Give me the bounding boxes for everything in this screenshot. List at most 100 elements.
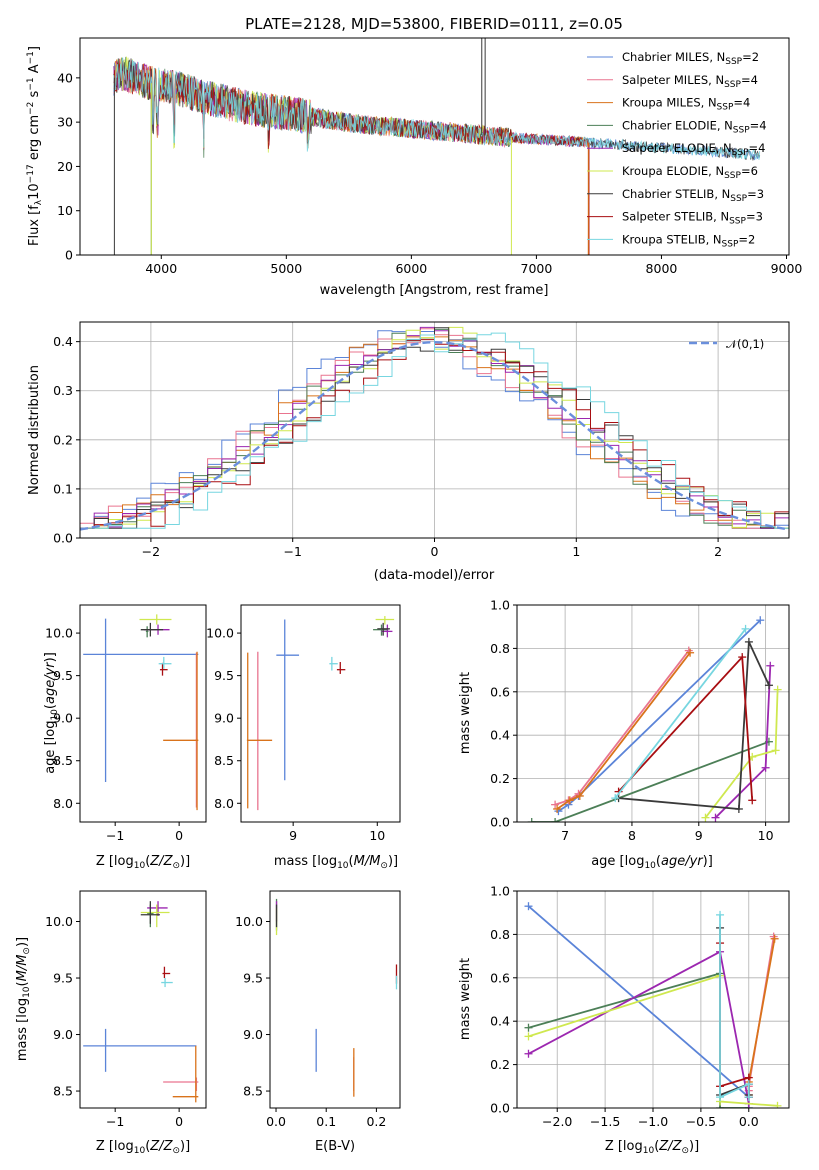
axes-frame <box>516 604 790 823</box>
weight-line-3 <box>747 938 776 1095</box>
y-tick-label: 0.1 <box>53 481 73 496</box>
weight-line-1 <box>527 905 750 1108</box>
figure-title: PLATE=2128, MJD=53800, FIBERID=0111, z=0… <box>245 15 623 33</box>
y-tick-label: 8.5 <box>243 1084 263 1099</box>
y-tick-label: 9.5 <box>53 668 73 683</box>
x-tick-label: −1 <box>283 544 301 559</box>
x-tick-label: 7 <box>561 828 569 843</box>
weight-line-7 <box>618 641 770 810</box>
spectrum-line-9 <box>113 57 761 160</box>
axes-frame <box>79 604 207 823</box>
axes-frame <box>240 604 401 823</box>
y-tick-label: 0.8 <box>490 641 510 656</box>
y-tick-label: 0.0 <box>490 1101 510 1116</box>
y-tick-label: 0.2 <box>490 771 510 786</box>
axes-age-vs-Z: −1 0 8.0 8.5 9.0 9.5 10.0 <box>45 604 207 843</box>
spectrum-x-axis-label: wavelength [Angstrom, rest frame] <box>320 283 549 298</box>
histogram-step-7 <box>80 327 789 529</box>
plot-area <box>80 326 789 531</box>
mass-vs-EBV-x-axis-label: E(B-V) <box>315 1139 355 1154</box>
x-tick-label: 8 <box>628 828 636 843</box>
y-tick-label: 10.0 <box>45 626 73 641</box>
legend-entry-2: Salpeter MILES, NSSP=4 <box>622 73 758 90</box>
x-tick-label: 9 <box>695 828 703 843</box>
y-tick-label: 20 <box>57 159 73 174</box>
y-tick-label: 10.0 <box>206 626 234 641</box>
histogram-step-9 <box>80 332 789 529</box>
spectrum-line-8 <box>113 58 590 255</box>
mass-vs-Z-x-axis-label: Z [log10(Z/Z⊙)] <box>96 1139 190 1156</box>
plot-area <box>83 901 199 1103</box>
y-tick-label: 40 <box>57 70 73 85</box>
y-tick-label: 8.0 <box>53 796 73 811</box>
y-tick-label: 9.5 <box>243 971 263 986</box>
y-tick-label: 0.0 <box>490 815 510 830</box>
age-vs-Z-y-axis-label: age [log10(age/yr)] <box>43 652 60 774</box>
weight-vs-Z-y-axis-label: mass weight <box>458 958 473 1040</box>
y-tick-label: 8.5 <box>53 1084 73 1099</box>
x-tick-label: 9 <box>289 828 297 843</box>
x-tick-label: 6000 <box>395 261 427 276</box>
y-tick-label: 30 <box>57 115 73 130</box>
x-tick-label: 0.0 <box>739 1114 759 1129</box>
x-tick-label: −1.0 <box>638 1114 668 1129</box>
plot-area <box>524 902 782 1108</box>
weight-line-3 <box>556 652 691 810</box>
x-tick-label: 0 <box>431 544 439 559</box>
x-tick-label: 4000 <box>145 261 177 276</box>
legend-entry-8: Salpeter STELIB, NSSP=3 <box>622 210 763 227</box>
y-tick-label: 0.6 <box>490 970 510 985</box>
legend-entry-5: Salpeter ELODIE, NSSP=4 <box>622 141 765 158</box>
plot-area <box>527 616 782 822</box>
y-tick-label: 9.5 <box>214 668 234 683</box>
hist-x-axis-label: (data-model)/error <box>374 568 495 583</box>
x-tick-label: 5000 <box>270 261 302 276</box>
y-tick-label: 0.8 <box>490 927 510 942</box>
weight-line-7 <box>719 927 750 1097</box>
y-tick-label: 0.4 <box>490 728 510 743</box>
histogram-step-1 <box>80 330 789 529</box>
plot-area <box>275 898 398 1097</box>
x-tick-label: 9000 <box>771 261 803 276</box>
x-tick-label: 10 <box>369 828 385 843</box>
age-vs-Z-x-axis-label: Z [log10(Z/Z⊙)] <box>96 854 190 871</box>
legend-entry-9: Kroupa STELIB, NSSP=2 <box>622 232 755 249</box>
x-tick-label: 0.2 <box>366 1114 386 1129</box>
legend-entry-7: Chabrier STELIB, NSSP=3 <box>622 187 764 204</box>
weight-line-8 <box>719 943 750 1098</box>
axes-frame <box>269 890 401 1109</box>
axes-frame <box>79 37 790 256</box>
legend-entry-1: Chabrier MILES, NSSP=2 <box>622 50 759 67</box>
y-tick-label: 0.0 <box>53 531 73 546</box>
y-tick-label: 1.0 <box>490 598 510 613</box>
weight-line-2 <box>554 650 690 806</box>
y-tick-label: 9.0 <box>53 1027 73 1042</box>
mass-vs-Z-y-axis-label: mass [log10(M/M⊙)] <box>15 937 32 1061</box>
x-tick-label: 0.0 <box>266 1114 286 1129</box>
weight-vs-age-y-axis-label: mass weight <box>458 672 473 754</box>
y-tick-label: 9.0 <box>53 711 73 726</box>
x-tick-label: −2 <box>142 544 160 559</box>
y-tick-label: 9.0 <box>243 1027 263 1042</box>
hist-y-axis-label: Normed distribution <box>27 365 42 495</box>
axes-weight-vs-age: 7 8 9 10 0.0 0.2 0.4 0.6 0.8 1.0 <box>490 598 790 843</box>
weight-vs-age-x-axis-label: age [log10(age/yr)] <box>591 854 713 871</box>
x-tick-label: 0 <box>175 828 183 843</box>
weight-vs-Z-x-axis-label: Z [log10(Z/Z⊙)] <box>605 1139 699 1156</box>
y-tick-label: 10.0 <box>45 914 73 929</box>
axes-spectrum: 4000 5000 6000 7000 8000 9000 0 10 20 30 40 Chabrie… <box>57 37 803 276</box>
y-tick-label: 1.0 <box>490 884 510 899</box>
x-tick-label: 10 <box>758 828 774 843</box>
y-tick-label: 0.2 <box>490 1057 510 1072</box>
y-tick-label: 8.5 <box>214 753 234 768</box>
legend-entry-3: Kroupa MILES, NSSP=4 <box>622 96 750 113</box>
y-tick-label: 8.0 <box>214 796 234 811</box>
x-tick-label: 8000 <box>646 261 678 276</box>
weight-line-9 <box>719 914 750 1099</box>
y-tick-label: 0.4 <box>53 334 73 349</box>
plot-area <box>83 614 199 811</box>
spectrum-line-2 <box>113 59 590 149</box>
x-tick-label: −2.0 <box>542 1114 572 1129</box>
axes-hist: −2 −1 0 1 2 0.0 0.1 0.2 0.3 0.4 𝒩(0,1) <box>53 321 790 559</box>
x-tick-label: −1 <box>106 1114 124 1129</box>
